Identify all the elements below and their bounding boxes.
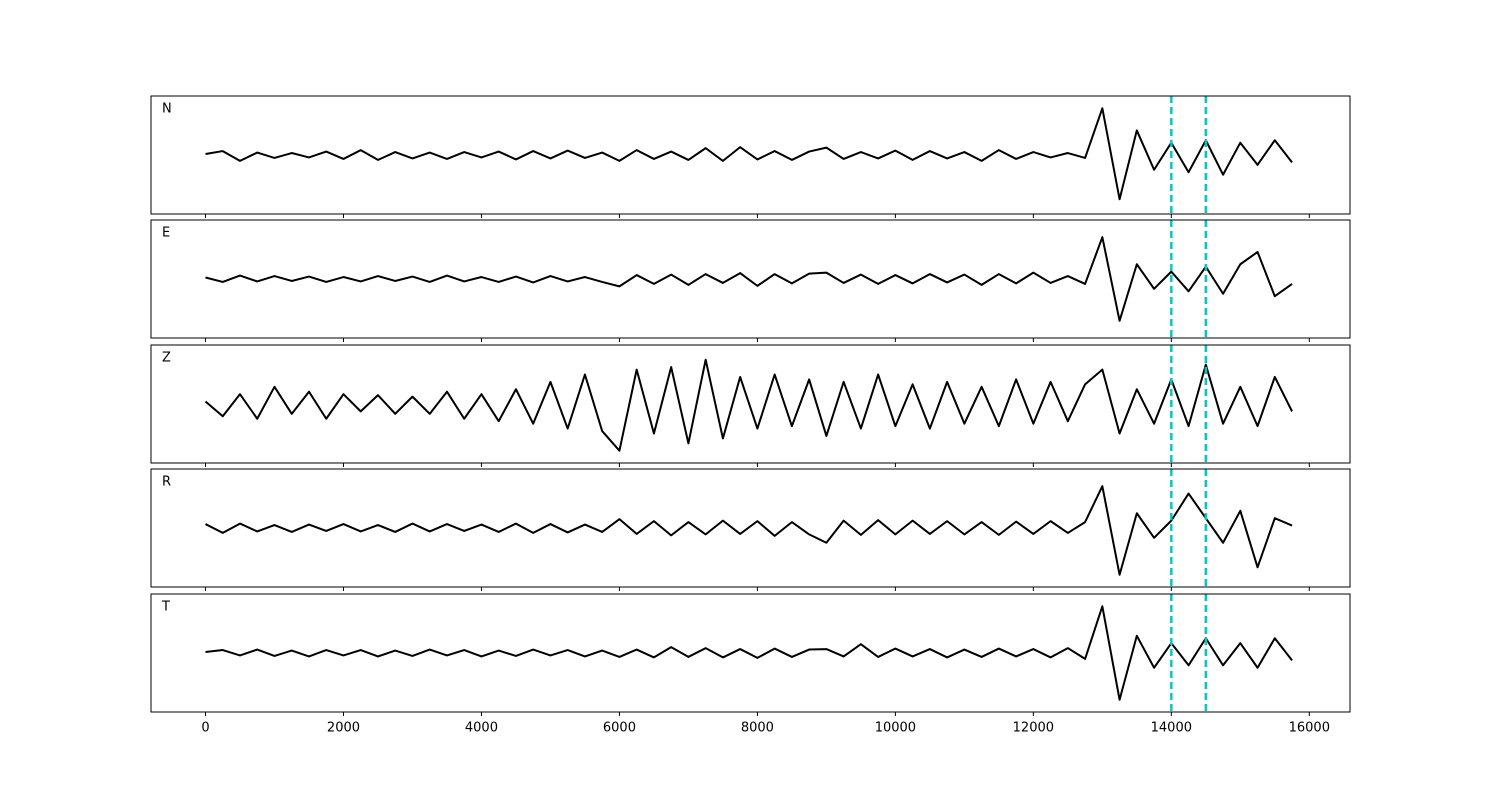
trace [205, 107, 1293, 201]
x-tick-label: 6000 [603, 721, 636, 736]
axes-frame [150, 468, 1351, 588]
panel-label: T [161, 600, 170, 615]
x-tick-label: 10000 [875, 721, 916, 736]
panel-label: E [162, 226, 170, 241]
panel-label: N [162, 102, 172, 117]
x-tick-label: 2000 [327, 721, 360, 736]
trace [204, 358, 1293, 452]
x-tick-label: 0 [201, 721, 209, 736]
x-tick-label: 16000 [1289, 721, 1330, 736]
panel-label: Z [162, 351, 171, 366]
axes-frame [150, 219, 1351, 339]
x-tick-label: 12000 [1013, 721, 1054, 736]
x-tick-label: 8000 [741, 721, 774, 736]
trace [205, 485, 1293, 576]
panel-label: R [162, 475, 171, 490]
trace [205, 605, 1293, 701]
x-tick-label: 14000 [1151, 721, 1192, 736]
axes-frame [150, 344, 1351, 464]
trace [205, 236, 1293, 322]
x-tick-label: 4000 [465, 721, 498, 736]
axes-frame [150, 95, 1351, 215]
axes-frame [150, 593, 1351, 713]
